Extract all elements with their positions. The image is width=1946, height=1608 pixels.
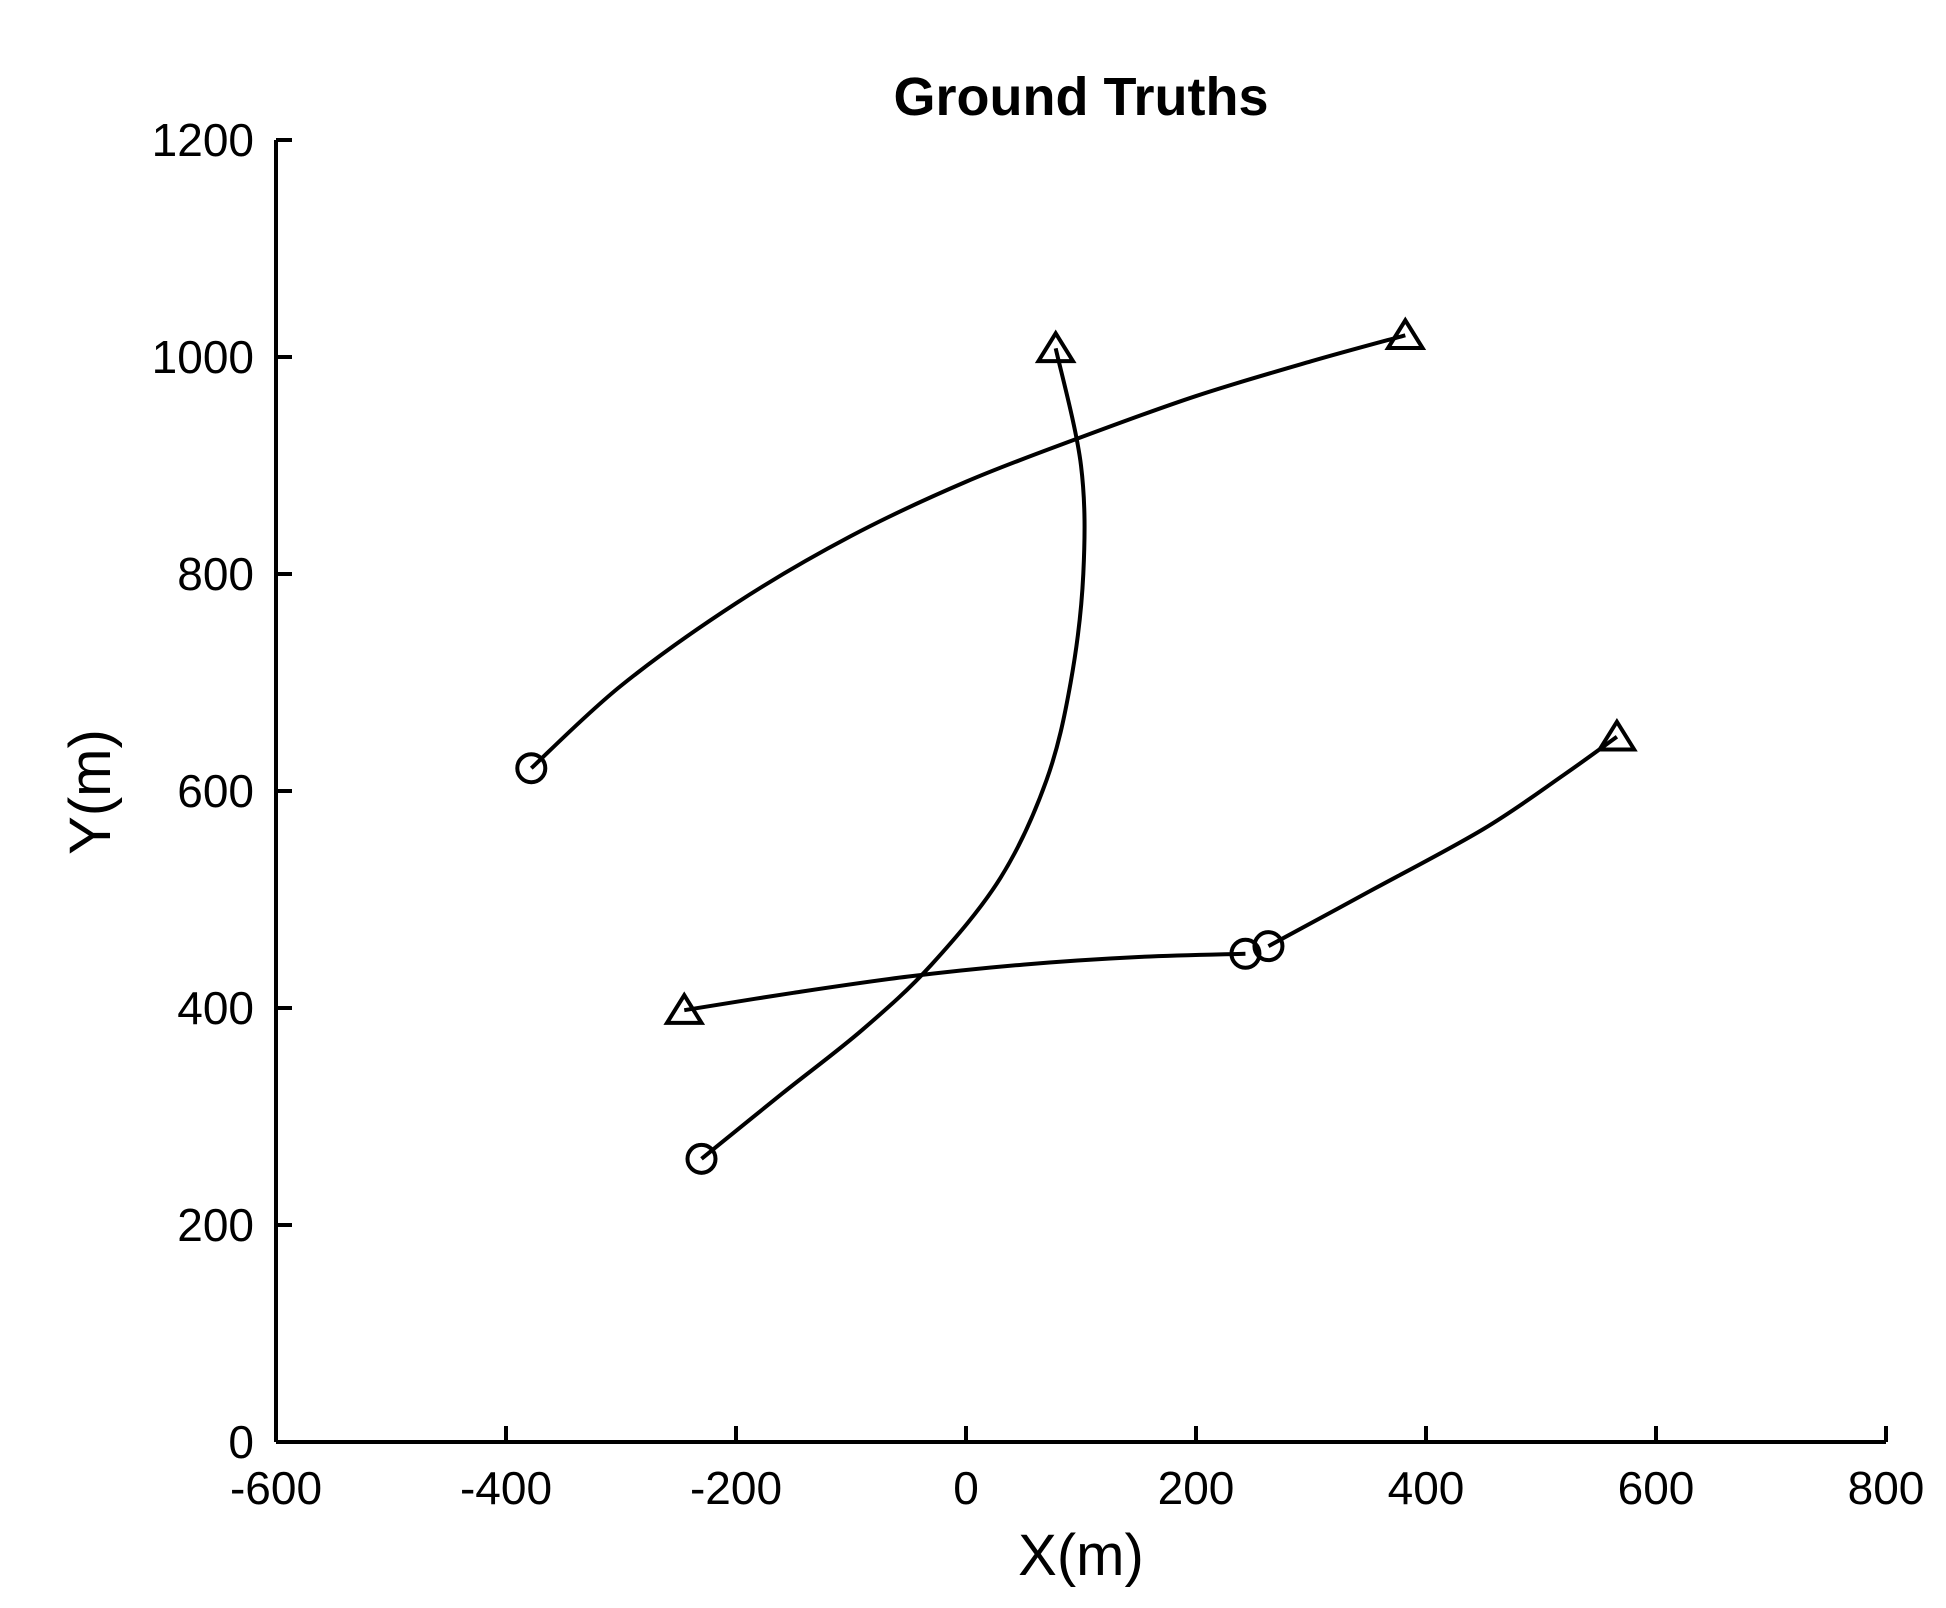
- end-marker-triangle: [1034, 329, 1077, 364]
- x-tick-label: 400: [1388, 1462, 1465, 1514]
- x-tick-label: -600: [230, 1462, 322, 1514]
- start-marker-circle: [1229, 937, 1262, 970]
- end-marker-triangle: [1384, 316, 1427, 351]
- start-marker-circle: [685, 1142, 718, 1175]
- y-tick-label: 600: [177, 765, 254, 817]
- trajectory-line-2: [700, 347, 1087, 1161]
- trajectory-line-1: [529, 333, 1406, 770]
- x-tick-label: 600: [1618, 1462, 1695, 1514]
- y-tick-label: 200: [177, 1199, 254, 1251]
- end-marker-triangle: [663, 991, 706, 1025]
- trajectory-line-4: [1267, 735, 1619, 948]
- y-tick-label: 0: [228, 1416, 254, 1468]
- x-tick-label: 800: [1848, 1462, 1925, 1514]
- end-marker-triangle: [1596, 717, 1638, 752]
- y-tick-label: 1000: [152, 331, 254, 383]
- y-tick-label: 800: [177, 548, 254, 600]
- y-tick-label: 400: [177, 982, 254, 1034]
- x-tick-label: 200: [1158, 1462, 1235, 1514]
- x-axis-ticks: -600 -400 -200 0 200 400 600 800: [230, 1426, 1924, 1514]
- chart-title: Ground Truths: [894, 67, 1269, 127]
- y-axis-label: Y(m): [58, 729, 123, 855]
- y-tick-label: 1200: [152, 114, 254, 166]
- x-axis-label: X(m): [1018, 1523, 1144, 1588]
- start-marker-circle: [1252, 930, 1285, 963]
- x-tick-label: -200: [690, 1462, 782, 1514]
- start-marker-circle: [515, 752, 548, 785]
- trajectory-line-3: [683, 951, 1246, 1013]
- trajectory-series: [515, 316, 1638, 1175]
- y-axis-ticks: 0 200 400 600 800 1000 1200: [152, 114, 292, 1468]
- x-tick-label: -400: [460, 1462, 552, 1514]
- x-tick-label: 0: [953, 1462, 979, 1514]
